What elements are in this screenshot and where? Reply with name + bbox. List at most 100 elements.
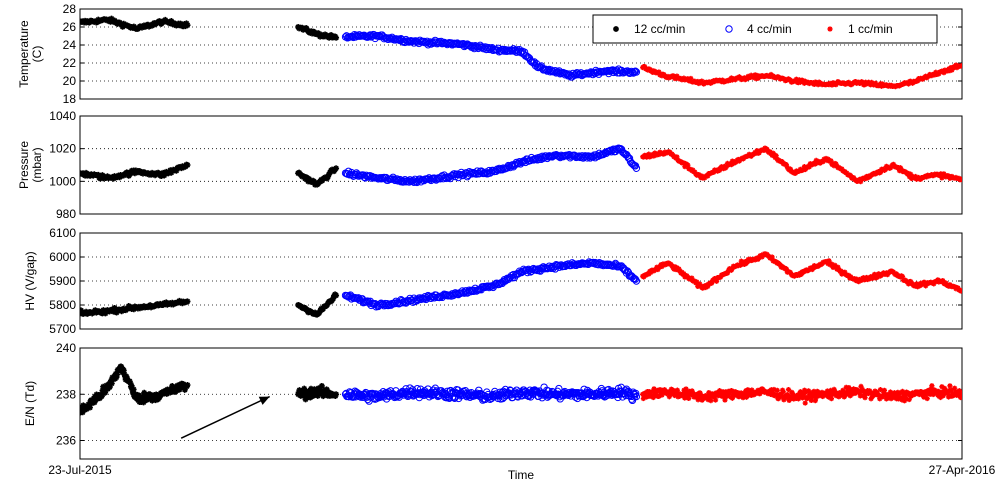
data-point-1-cc-min	[704, 394, 711, 400]
data-point-1-cc-min	[937, 394, 944, 401]
panel-hv-ytick-label: 5900	[49, 274, 76, 288]
data-point-1-cc-min	[711, 169, 717, 175]
bottom-labels: 23-Jul-2015 27-Apr-2016 Time	[48, 463, 995, 482]
data-point-1-cc-min	[747, 390, 754, 396]
data-point-1-cc-min	[682, 395, 688, 401]
legend-label: 12 cc/min	[634, 22, 685, 36]
data-point-1-cc-min	[815, 82, 821, 88]
data-point-1-cc-min	[716, 167, 723, 173]
data-point-1-cc-min	[829, 261, 835, 267]
data-point-1-cc-min	[789, 390, 796, 396]
data-point-1-cc-min	[907, 171, 914, 177]
data-point-12-cc-min	[113, 309, 120, 316]
data-point-1-cc-min	[862, 395, 868, 401]
data-point-1-cc-min	[901, 391, 907, 397]
panel-temperature-ytick-label: 20	[63, 74, 77, 88]
data-point-12-cc-min	[120, 367, 127, 374]
data-point-1-cc-min	[810, 265, 816, 271]
data-point-1-cc-min	[824, 388, 831, 394]
data-point-1-cc-min	[783, 266, 789, 272]
data-point-1-cc-min	[899, 388, 906, 394]
data-point-1-cc-min	[743, 388, 749, 394]
data-point-1-cc-min	[896, 168, 903, 174]
data-point-1-cc-min	[924, 395, 930, 402]
data-point-12-cc-min	[95, 171, 102, 178]
panel-temperature-ylabel: Temperature(C)	[17, 20, 44, 88]
data-point-4-cc-min	[631, 67, 640, 75]
data-point-1-cc-min	[722, 397, 728, 403]
data-point-1-cc-min	[743, 394, 750, 400]
data-point-1-cc-min	[930, 391, 936, 398]
data-point-1-cc-min	[674, 154, 680, 160]
data-point-12-cc-min	[100, 383, 107, 390]
panel-en-markers	[80, 363, 962, 416]
data-point-1-cc-min	[797, 389, 804, 395]
data-point-4-cc-min	[413, 385, 421, 393]
data-point-1-cc-min	[857, 390, 863, 396]
data-point-1-cc-min	[773, 153, 779, 159]
data-point-1-cc-min	[723, 389, 729, 395]
data-point-1-cc-min	[694, 279, 700, 285]
x-axis-label: Time	[508, 468, 535, 482]
data-point-1-cc-min	[899, 397, 905, 403]
data-point-1-cc-min	[848, 173, 854, 179]
data-point-1-cc-min	[813, 157, 819, 164]
data-point-4-cc-min	[627, 67, 636, 76]
data-point-12-cc-min	[300, 392, 307, 399]
data-point-1-cc-min	[669, 387, 675, 393]
legend: 12 cc/min 4 cc/min 1 cc/min	[592, 14, 938, 44]
data-point-4-cc-min	[400, 297, 408, 306]
data-point-1-cc-min	[649, 389, 655, 395]
data-point-4-cc-min	[631, 275, 640, 283]
data-point-1-cc-min	[646, 389, 652, 395]
panel-pressure-ytick-label: 1040	[49, 109, 76, 123]
legend-marker	[725, 25, 733, 33]
panel-temperature-ytick-label: 22	[63, 56, 77, 70]
data-point-12-cc-min	[325, 173, 332, 180]
data-point-1-cc-min	[927, 391, 934, 397]
data-point-1-cc-min	[676, 266, 682, 272]
data-point-1-cc-min	[806, 164, 812, 170]
panel-en-ytick-label: 236	[56, 434, 76, 448]
data-point-12-cc-min	[333, 391, 340, 398]
panel-en-ylabel: E/N (Td)	[23, 381, 37, 426]
annotation-arrow	[180, 395, 270, 439]
data-point-1-cc-min	[642, 391, 648, 397]
data-point-1-cc-min	[941, 171, 947, 177]
data-point-4-cc-min	[632, 389, 640, 398]
data-point-1-cc-min	[808, 397, 814, 404]
data-point-1-cc-min	[813, 395, 819, 401]
data-point-12-cc-min	[80, 409, 86, 416]
data-point-1-cc-min	[779, 394, 785, 400]
data-point-12-cc-min	[181, 386, 188, 393]
panel-hv: 5700 5800 5900 6000 6100 HV (V/gap)	[23, 226, 963, 336]
data-point-12-cc-min	[102, 310, 109, 317]
data-point-4-cc-min	[625, 154, 634, 162]
data-point-1-cc-min	[651, 386, 657, 392]
data-point-1-cc-min	[824, 258, 830, 265]
panel-pressure-frame	[79, 115, 963, 215]
data-point-1-cc-min	[759, 254, 765, 260]
legend-box	[592, 14, 938, 44]
data-point-1-cc-min	[933, 69, 939, 75]
data-point-12-cc-min	[182, 23, 189, 30]
data-point-1-cc-min	[881, 387, 888, 393]
data-point-1-cc-min	[948, 387, 954, 393]
data-point-1-cc-min	[812, 398, 818, 404]
data-point-1-cc-min	[646, 151, 652, 157]
panel-pressure-ytick-label: 1000	[49, 174, 76, 188]
panel-en-ylabel-line: E/N (Td)	[23, 381, 37, 426]
data-point-1-cc-min	[656, 393, 662, 399]
data-point-1-cc-min	[906, 174, 913, 180]
data-point-12-cc-min	[114, 371, 121, 378]
data-point-1-cc-min	[780, 389, 786, 395]
data-point-4-cc-min	[632, 68, 641, 76]
data-point-1-cc-min	[857, 393, 863, 399]
data-point-12-cc-min	[176, 386, 183, 393]
data-point-4-cc-min	[545, 262, 553, 270]
panel-temperature-markers	[80, 15, 962, 90]
data-point-1-cc-min	[828, 396, 835, 402]
data-point-1-cc-min	[744, 75, 750, 82]
data-point-1-cc-min	[861, 275, 867, 281]
panel-en-ytick-label: 238	[56, 387, 76, 401]
